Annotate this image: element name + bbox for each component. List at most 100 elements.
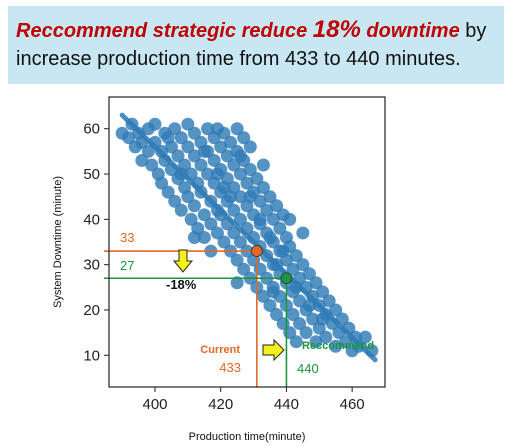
data-point bbox=[306, 312, 320, 326]
data-point bbox=[210, 167, 224, 181]
data-point bbox=[194, 158, 208, 172]
data-point bbox=[253, 212, 267, 226]
right-arrow-icon bbox=[262, 338, 285, 362]
current-label: Current bbox=[200, 344, 240, 356]
data-point bbox=[233, 212, 247, 226]
data-point bbox=[201, 122, 215, 136]
data-point bbox=[141, 144, 155, 158]
data-point bbox=[197, 144, 211, 158]
data-point bbox=[256, 289, 270, 303]
down-arrow-icon bbox=[172, 249, 194, 273]
data-point bbox=[240, 176, 254, 190]
data-point bbox=[220, 149, 234, 163]
x-tick-label: 400 bbox=[142, 396, 167, 413]
data-point bbox=[289, 335, 303, 349]
x-tick-label: 460 bbox=[340, 396, 365, 413]
data-point bbox=[256, 181, 270, 195]
data-point bbox=[187, 149, 201, 163]
data-point bbox=[253, 194, 267, 208]
data-point bbox=[201, 167, 215, 181]
recommend-y-label: 27 bbox=[120, 258, 134, 273]
data-point bbox=[286, 308, 300, 321]
data-point bbox=[224, 135, 238, 149]
headline-percent: 18% bbox=[312, 16, 361, 43]
headline-line-2: increase production time from 433 to 440… bbox=[16, 48, 461, 70]
data-point bbox=[237, 131, 251, 145]
data-point bbox=[145, 158, 159, 172]
current-x-label: 433 bbox=[219, 360, 241, 375]
data-point bbox=[233, 149, 247, 163]
y-tick-label: 50 bbox=[83, 166, 100, 183]
data-point bbox=[266, 285, 280, 299]
data-point bbox=[204, 217, 218, 231]
data-point bbox=[289, 249, 303, 263]
data-point bbox=[187, 126, 201, 140]
data-point bbox=[263, 230, 277, 244]
data-point bbox=[316, 312, 330, 326]
data-point bbox=[329, 339, 343, 353]
data-point bbox=[302, 267, 316, 281]
data-point bbox=[217, 235, 231, 249]
data-point bbox=[329, 303, 343, 317]
headline-banner: Reccommend strategic reduce 18% downtime… bbox=[8, 6, 504, 84]
recommend-x-label: 440 bbox=[297, 361, 319, 376]
data-point bbox=[250, 172, 264, 186]
x-tick-label: 420 bbox=[208, 396, 233, 413]
data-point bbox=[210, 122, 224, 136]
data-point bbox=[174, 131, 188, 145]
headline-line-1: Reccommend strategic reduce 18% downtime… bbox=[16, 16, 494, 45]
y-axis-label: System Downtime (minute) bbox=[52, 176, 64, 308]
x-axis-label: Production time(minute) bbox=[189, 431, 306, 443]
y-tick-label: 60 bbox=[83, 121, 100, 138]
data-point bbox=[273, 221, 287, 235]
data-point bbox=[210, 226, 224, 240]
y-tick-label: 30 bbox=[83, 257, 100, 274]
current-point bbox=[250, 245, 263, 257]
data-point bbox=[339, 335, 353, 349]
data-point bbox=[263, 190, 277, 204]
data-point bbox=[256, 158, 270, 172]
data-point bbox=[224, 190, 238, 204]
data-point bbox=[358, 330, 372, 344]
data-point bbox=[293, 294, 307, 308]
headline-emphasis-1: Reccommend strategic reduce bbox=[16, 20, 313, 42]
data-point bbox=[243, 140, 257, 154]
data-point bbox=[122, 131, 136, 145]
data-point bbox=[227, 203, 241, 217]
data-point bbox=[233, 167, 247, 181]
data-point bbox=[296, 258, 310, 272]
trend-line bbox=[119, 112, 378, 363]
data-point bbox=[207, 153, 221, 167]
data-point bbox=[181, 117, 195, 131]
data-point bbox=[270, 199, 284, 213]
y-tick-label: 10 bbox=[83, 347, 100, 364]
data-point bbox=[135, 153, 149, 167]
data-point bbox=[283, 212, 297, 226]
data-point bbox=[230, 276, 244, 290]
y-tick-label: 20 bbox=[83, 302, 100, 319]
data-point bbox=[181, 190, 195, 204]
data-point bbox=[270, 308, 284, 321]
data-point bbox=[230, 253, 244, 267]
recommend-label: Reccommend bbox=[302, 340, 374, 352]
data-point bbox=[217, 181, 231, 195]
data-point bbox=[309, 276, 323, 290]
data-point bbox=[260, 203, 274, 217]
data-point bbox=[296, 226, 310, 240]
recommend-point bbox=[280, 272, 293, 285]
data-point bbox=[286, 262, 300, 276]
data-point bbox=[171, 149, 185, 163]
data-point bbox=[299, 326, 313, 340]
headline-plain: by bbox=[459, 20, 487, 42]
data-point bbox=[309, 335, 323, 349]
plot-frame bbox=[108, 96, 386, 388]
data-point bbox=[266, 212, 280, 226]
data-point bbox=[168, 194, 182, 208]
data-point bbox=[174, 203, 188, 217]
current-y-label: 33 bbox=[120, 230, 134, 245]
data-point bbox=[322, 294, 336, 308]
data-point bbox=[168, 122, 182, 136]
data-point bbox=[148, 117, 162, 131]
data-point bbox=[197, 208, 211, 222]
